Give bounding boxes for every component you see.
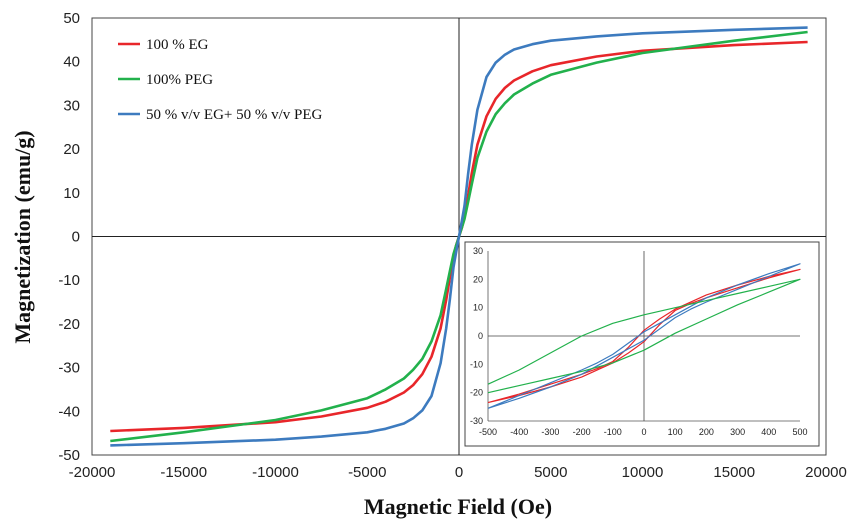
y-tick-label: 10 [63,185,80,202]
inset-loop-3 [487,278,801,394]
inset-y-tick-label: 20 [473,274,483,284]
inset-x-tick-label: 400 [761,427,776,437]
y-tick-label: -10 [58,272,80,289]
inset-frame [464,241,820,447]
x-tick-label: 5000 [534,464,567,481]
inset-y-tick-label: 10 [473,303,483,313]
x-tick-label: 20000 [805,464,847,481]
inset-x-tick-label: 500 [792,427,807,437]
y-tick-label: 40 [63,54,80,71]
inset-x-tick-label: -100 [604,427,622,437]
y-tick-label: 20 [63,141,80,158]
x-axis-label: Magnetic Field (Oe) [364,494,552,519]
inset-x-tick-label: 200 [699,427,714,437]
x-tick-label: -15000 [160,464,207,481]
x-tick-label: 10000 [622,464,664,481]
inset-x-tick-label: 300 [730,427,745,437]
inset-y-tick-label: 30 [473,246,483,256]
y-tick-label: -40 [58,403,80,420]
inset-y-tick-label: -20 [470,388,483,398]
inset-y-tick-label: 0 [478,331,483,341]
legend-label: 100% PEG [146,72,213,88]
x-tick-label: 0 [455,464,463,481]
inset-y-tick-label: -10 [470,359,483,369]
inset-x-tick-label: -500 [479,427,497,437]
y-tick-label: -30 [58,360,80,377]
inset-x-tick-label: -400 [510,427,528,437]
inset-x-tick-label: -300 [541,427,559,437]
y-tick-label: 50 [63,10,80,27]
y-tick-label: -50 [58,447,80,464]
x-tick-label: -20000 [69,464,116,481]
series-line-3 [110,26,808,447]
legend-label: 100 % EG [146,37,209,53]
x-tick-label: -5000 [348,464,386,481]
y-tick-label: 30 [63,97,80,114]
inset-x-tick-label: 100 [668,427,683,437]
x-tick-label: -10000 [252,464,299,481]
y-axis-label: Magnetization (emu/g) [10,130,35,343]
inset-loop-2 [487,263,801,409]
legend: 100 % EG 100% PEG 50 % v/v EG+ 50 % v/v PE… [118,37,323,123]
legend-label: 50 % v/v EG+ 50 % v/v PEG [146,107,323,123]
inset-x-tick-label: 0 [641,427,646,437]
y-tick-label: -20 [58,316,80,333]
inset-y-tick-label: -30 [470,416,483,426]
inset-x-tick-label: -200 [573,427,591,437]
y-tick-label: 0 [72,229,80,246]
x-tick-label: 15000 [713,464,755,481]
